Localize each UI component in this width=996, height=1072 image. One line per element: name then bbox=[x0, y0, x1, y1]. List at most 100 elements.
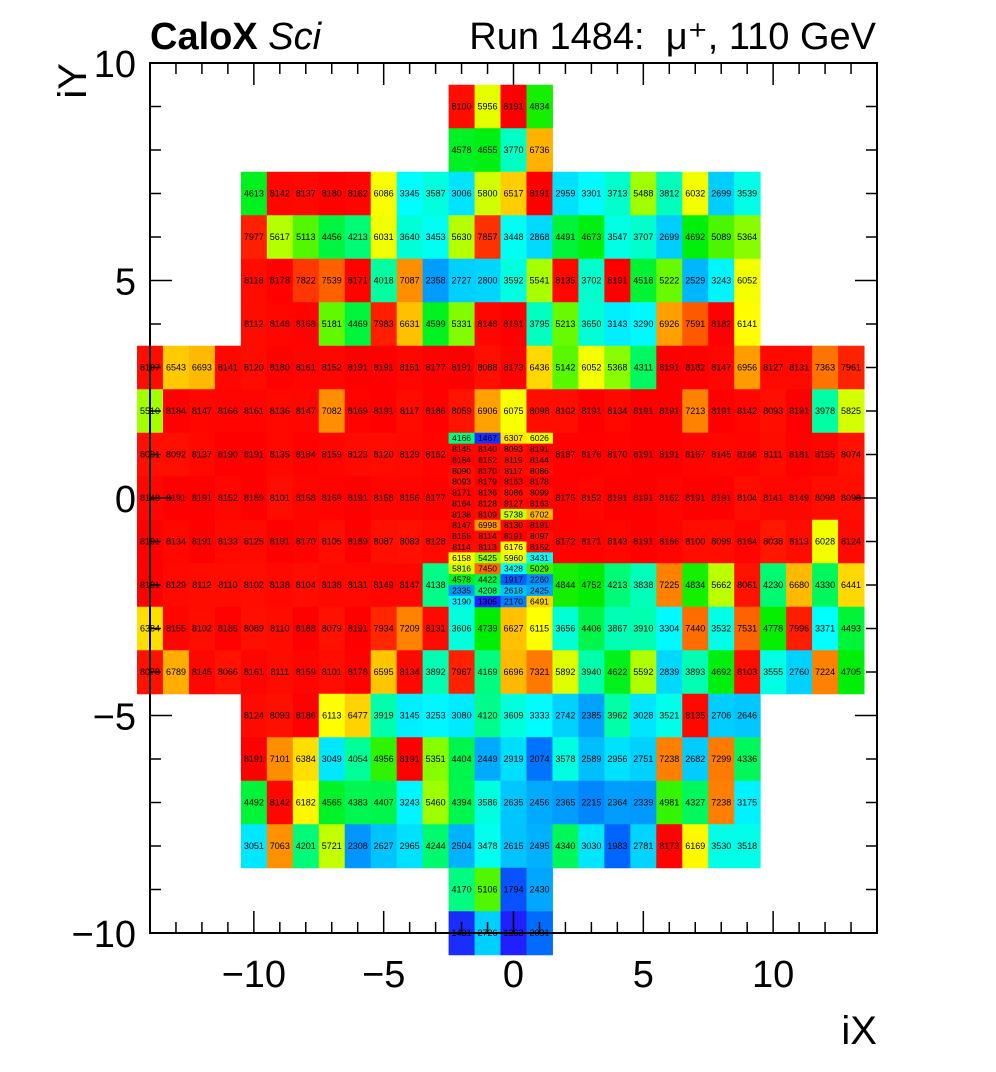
heatmap-cell bbox=[656, 563, 683, 608]
heatmap-cell bbox=[526, 171, 553, 216]
cell-value: 6052 bbox=[581, 363, 601, 373]
heatmap-cell bbox=[448, 487, 476, 499]
heatmap-cell bbox=[422, 432, 450, 477]
heatmap-cell bbox=[214, 650, 242, 695]
cell-value: 3080 bbox=[452, 711, 472, 721]
heatmap-cell bbox=[240, 215, 268, 260]
heatmap-cell bbox=[734, 215, 761, 260]
cell-value: 4120 bbox=[478, 711, 498, 721]
heatmap-cell bbox=[396, 824, 424, 869]
heatmap-cell bbox=[448, 345, 476, 390]
heatmap-cell bbox=[344, 780, 372, 825]
cell-value: 8134 bbox=[607, 406, 627, 416]
run-label: Run 1484: bbox=[469, 16, 645, 58]
cell-value: 4613 bbox=[244, 189, 264, 199]
cell-value: 4383 bbox=[348, 798, 368, 808]
cell-value: 8098 bbox=[529, 406, 549, 416]
cell-value: 6477 bbox=[348, 711, 368, 721]
cell-value: 4404 bbox=[452, 754, 472, 764]
heatmap-cell bbox=[474, 563, 502, 575]
cell-value: 8112 bbox=[244, 319, 263, 329]
cell-value: 8123 bbox=[348, 450, 368, 460]
heatmap-cell bbox=[448, 454, 476, 466]
cell-value: 8185 bbox=[218, 624, 238, 634]
heatmap-cell bbox=[188, 476, 216, 521]
heatmap-cell bbox=[318, 650, 346, 695]
heatmap-cell bbox=[682, 171, 709, 216]
detector-label: Sci bbox=[268, 16, 322, 58]
heatmap-cell bbox=[578, 258, 605, 303]
cell-value: 4655 bbox=[478, 145, 498, 155]
cell-value: 8143 bbox=[607, 537, 627, 547]
heatmap-cell bbox=[500, 737, 527, 782]
heatmap-cell bbox=[422, 519, 450, 564]
cell-value: 7977 bbox=[244, 232, 264, 242]
heatmap-cell bbox=[240, 345, 268, 390]
heatmap-cell bbox=[344, 432, 372, 477]
heatmap-cell bbox=[630, 650, 657, 695]
heatmap-cell bbox=[838, 606, 865, 651]
heatmap-cell bbox=[240, 650, 268, 695]
cell-value: 6998 bbox=[478, 520, 497, 530]
heatmap-cell bbox=[396, 476, 424, 521]
heatmap-cell bbox=[266, 780, 294, 825]
cell-value: 8137 bbox=[296, 189, 316, 199]
cell-value: 7450 bbox=[478, 564, 497, 574]
cell-value: 6906 bbox=[478, 406, 498, 416]
heatmap-cell bbox=[604, 737, 631, 782]
cell-value: 8147 bbox=[452, 520, 471, 530]
cell-value: 7539 bbox=[322, 276, 342, 286]
cell-value: 1305 bbox=[478, 596, 497, 606]
heatmap-cell bbox=[500, 650, 527, 695]
cell-value: 2635 bbox=[503, 798, 523, 808]
cell-value: 5721 bbox=[322, 841, 342, 851]
cell-value: 8147 bbox=[400, 580, 420, 590]
cell-value: 8191 bbox=[503, 319, 523, 329]
cell-value: 6680 bbox=[789, 580, 809, 590]
cell-value: 7983 bbox=[374, 319, 394, 329]
cell-value: 8140 bbox=[478, 444, 497, 454]
heatmap-cell bbox=[448, 128, 476, 173]
plot-label-right: Run 1484: μ⁺, 110 GeV bbox=[469, 14, 876, 60]
x-tick-label: 0 bbox=[503, 954, 524, 996]
cell-value: 8191 bbox=[374, 406, 394, 416]
heatmap-cell bbox=[266, 302, 294, 347]
heatmap-cell bbox=[162, 345, 190, 390]
heatmap-cell bbox=[734, 345, 761, 390]
heatmap-cell bbox=[448, 215, 476, 260]
heatmap-cell bbox=[370, 780, 398, 825]
heatmap-cell bbox=[422, 389, 450, 434]
cell-value: 1794 bbox=[503, 885, 523, 895]
cell-value: 8102 bbox=[244, 580, 264, 590]
heatmap-cell bbox=[500, 454, 527, 466]
cell-value: 8128 bbox=[426, 537, 446, 547]
cell-value: 7822 bbox=[296, 276, 316, 286]
heatmap-cell bbox=[630, 215, 657, 260]
heatmap-cell bbox=[630, 563, 657, 608]
cell-value: 4981 bbox=[659, 798, 679, 808]
heatmap-cell bbox=[682, 650, 709, 695]
cell-value: 3893 bbox=[685, 667, 705, 677]
cell-value: 8169 bbox=[348, 406, 368, 416]
cell-value: 4311 bbox=[634, 363, 653, 373]
heatmap-cell bbox=[162, 432, 190, 477]
heatmap-cell bbox=[396, 215, 424, 260]
cell-value: 8177 bbox=[426, 493, 446, 503]
cell-value: 4244 bbox=[426, 841, 446, 851]
cell-value: 8129 bbox=[166, 580, 186, 590]
cell-value: 3867 bbox=[607, 624, 627, 634]
heatmap-cell bbox=[578, 606, 605, 651]
heatmap-cell bbox=[656, 258, 683, 303]
cell-value: 8191 bbox=[607, 493, 627, 503]
heatmap-cell bbox=[448, 476, 476, 488]
heatmap-cell bbox=[292, 171, 320, 216]
cell-value: 8147 bbox=[192, 406, 212, 416]
heatmap-cell bbox=[500, 519, 527, 532]
heatmap-cell bbox=[526, 552, 553, 564]
cell-value: 3592 bbox=[503, 276, 523, 286]
heatmap-cell bbox=[448, 585, 476, 597]
heatmap-cell bbox=[630, 737, 657, 782]
heatmap-cell bbox=[292, 215, 320, 260]
cell-value: 4327 bbox=[685, 798, 705, 808]
cell-value: 8155 bbox=[815, 450, 835, 460]
